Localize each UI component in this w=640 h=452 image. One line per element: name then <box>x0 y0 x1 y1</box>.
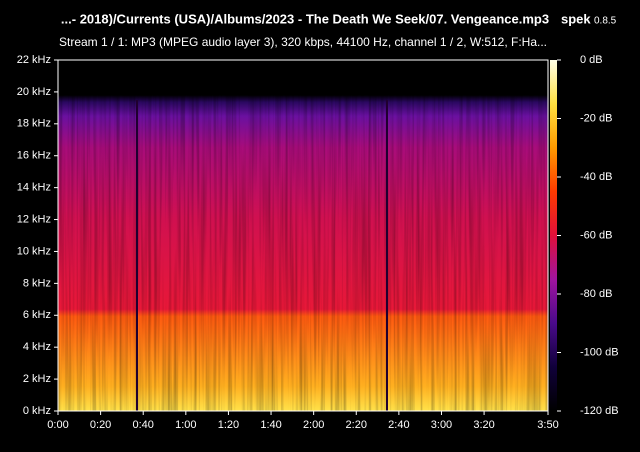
x-tick-label: 3:50 <box>537 419 558 431</box>
colorbar-tick-label: -120 dB <box>580 405 619 417</box>
x-tick-label: 0:00 <box>47 419 68 431</box>
silence-line <box>136 100 138 411</box>
y-tick-label: 16 kHz <box>17 150 51 162</box>
x-tick-label: 1:00 <box>175 419 196 431</box>
y-tick-label: 12 kHz <box>17 213 51 225</box>
colorbar-tick-label: -80 dB <box>580 288 612 300</box>
app-version: 0.8.5 <box>594 16 617 27</box>
x-tick-label: 3:20 <box>473 419 494 431</box>
y-tick-label: 8 kHz <box>23 277 51 289</box>
colorbar <box>550 60 557 411</box>
title: ...- 2018)/Currents (USA)/Albums/2023 - … <box>61 11 549 26</box>
subtitle: Stream 1 / 1: MP3 (MPEG audio layer 3), … <box>59 35 547 49</box>
x-tick-label: 2:40 <box>388 419 409 431</box>
plot-frame <box>57 59 549 412</box>
colorbar-tick-label: -60 dB <box>580 229 612 241</box>
silence-line <box>386 100 388 411</box>
x-tick-label: 0:20 <box>90 419 111 431</box>
colorbar-tick-label: -100 dB <box>580 346 619 358</box>
spectrogram <box>58 60 548 411</box>
x-tick-label: 2:20 <box>346 419 367 431</box>
colorbar-tick-label: -40 dB <box>580 171 612 183</box>
y-tick-label: 4 kHz <box>23 341 51 353</box>
y-tick-label: 20 kHz <box>17 86 51 98</box>
spectrogram-texture <box>58 60 548 411</box>
y-tick-label: 10 kHz <box>17 245 51 257</box>
colorbar-tick-label: -20 dB <box>580 112 612 124</box>
y-tick-label: 6 kHz <box>23 309 51 321</box>
app-name: spek <box>561 11 591 26</box>
x-tick-label: 2:00 <box>303 419 324 431</box>
colorbar-tick-label: 0 dB <box>580 54 603 66</box>
x-tick-label: 3:00 <box>431 419 452 431</box>
y-tick-label: 18 kHz <box>17 118 51 130</box>
y-tick-label: 2 kHz <box>23 373 51 385</box>
x-tick-label: 1:40 <box>260 419 281 431</box>
y-tick-label: 22 kHz <box>17 54 51 66</box>
x-tick-label: 0:40 <box>133 419 154 431</box>
y-tick-label: 0 kHz <box>23 405 51 417</box>
x-tick-label: 1:20 <box>218 419 239 431</box>
y-tick-label: 14 kHz <box>17 182 51 194</box>
